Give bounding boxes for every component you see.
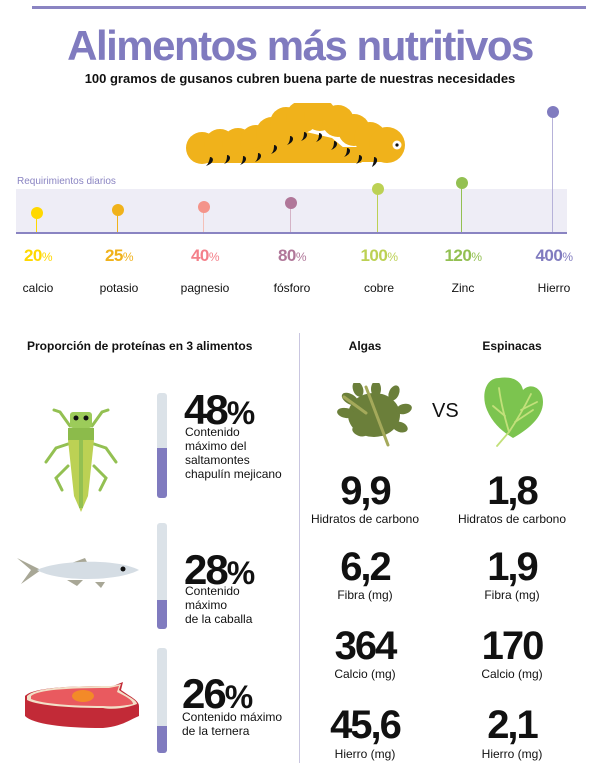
daily-band [16, 189, 567, 232]
algas-label: Hierro (mg) [334, 747, 396, 761]
algas-title: Algas [348, 339, 382, 353]
protein-value-steak: 26% [182, 670, 253, 717]
chart-label: Requirimientos diarios [17, 176, 116, 187]
pct-cobre: 100% [360, 246, 398, 265]
espinacas-label: Calcio (mg) [481, 667, 543, 681]
espinacas-value: 1,8 [487, 469, 539, 513]
algas-value: 6,2 [340, 545, 392, 589]
protein-desc-steak: Contenido máximo de la ternera [182, 710, 283, 738]
pct-hierro: 400% [535, 246, 573, 265]
protein-value-fish: 28% [184, 546, 255, 593]
algas-label: Fibra (mg) [337, 588, 393, 602]
espinacas-value: 170 [481, 624, 545, 668]
page-title: Alimentos más nutritivos [67, 22, 534, 69]
mineral-zinc: Zinc [451, 281, 475, 295]
algas-value: 45,6 [330, 703, 402, 747]
grasshopper-icon [44, 408, 118, 512]
algas-value: 364 [334, 624, 398, 668]
pct-potasio: 25% [104, 246, 134, 265]
pct-pagnesio: 40% [190, 246, 220, 265]
chart-baseline [16, 232, 567, 234]
mineral-cobre: cobre [363, 281, 395, 295]
seaweed-icon [337, 383, 412, 447]
pct-calcio: 20% [23, 246, 53, 265]
vs-label: VS [432, 400, 459, 422]
pct-fosforo: 80% [277, 246, 307, 265]
algas-label: Calcio (mg) [334, 667, 396, 681]
pct-zinc: 120% [444, 246, 482, 265]
protein-bar-grasshopper [157, 393, 167, 498]
protein-bar-fish [157, 523, 167, 629]
spinach-icon [484, 377, 543, 447]
espinacas-label: Hierro (mg) [481, 747, 543, 761]
protein-value-grasshopper: 48% [184, 386, 255, 433]
espinacas-label: Hidratos de carbono [457, 512, 567, 526]
mineral-potasio: potasio [99, 281, 139, 295]
mineral-pagnesio: pagnesio [180, 281, 230, 295]
algas-value: 9,9 [340, 469, 392, 513]
algas-label: Hidratos de carbono [310, 512, 420, 526]
espinacas-value: 2,1 [487, 703, 539, 747]
page-subtitle: 100 gramos de gusanos cubren buena parte… [84, 71, 516, 86]
protein-bar-steak [157, 648, 167, 753]
caterpillar-icon [186, 103, 405, 167]
protein-desc-fish: Contenido máximo de la caballa [185, 584, 253, 626]
espinacas-value: 1,9 [487, 545, 539, 589]
protein-desc-grasshopper: Contenido máximo del saltamontes chapulí… [185, 425, 282, 481]
mineral-hierro: Hierro [537, 281, 571, 295]
steak-icon [25, 682, 139, 728]
espinacas-label: Fibra (mg) [484, 588, 540, 602]
top-rule [32, 6, 586, 9]
mineral-calcio: calcio [22, 281, 54, 295]
section-divider [299, 333, 300, 763]
fish-icon [17, 558, 139, 588]
mineral-fosforo: fósforo [273, 281, 311, 295]
proteins-title: Proporción de proteínas en 3 alimentos [27, 339, 253, 353]
espinacas-title: Espinacas [482, 339, 542, 353]
